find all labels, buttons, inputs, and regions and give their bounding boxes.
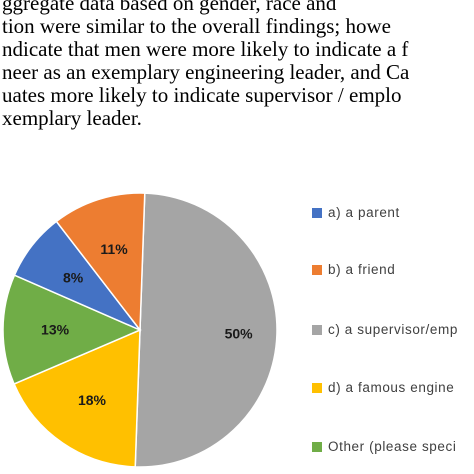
slice-label-parent: 8% xyxy=(63,270,84,286)
legend-label-friend: b) a friend xyxy=(328,262,396,277)
pie-slice-friend xyxy=(55,192,146,333)
text-line-6: xemplary leader. xyxy=(2,106,142,130)
chart-legend: a) a parent b) a friend c) a supervisor/… xyxy=(312,200,474,474)
body-text: ggregate data based on gender, race and … xyxy=(0,0,474,160)
text-line-3: ndicate that men were more likely to ind… xyxy=(2,37,409,61)
legend-item-famous-engineer: d) a famous engine xyxy=(312,380,454,395)
pie-slice-famous-engineer xyxy=(13,328,141,468)
legend-label-supervisor: c) a supervisor/emp xyxy=(328,322,458,337)
slice-label-friend: 11% xyxy=(100,241,128,257)
legend-swatch-parent xyxy=(312,207,322,218)
legend-item-parent: a) a parent xyxy=(312,205,400,220)
legend-item-other: Other (please speci xyxy=(312,439,456,454)
legend-item-friend: b) a friend xyxy=(312,262,395,277)
text-line-5: uates more likely to indicate supervisor… xyxy=(2,83,402,107)
legend-item-supervisor: c) a supervisor/emp xyxy=(312,322,458,337)
text-line-4: neer as an exemplary engineering leader,… xyxy=(2,60,410,84)
slice-label-famous-engineer: 18% xyxy=(78,392,107,408)
legend-label-famous-engineer: d) a famous engine xyxy=(328,380,455,395)
legend-label-parent: a) a parent xyxy=(328,205,400,220)
slice-label-supervisor: 50% xyxy=(225,325,254,341)
text-line-1: ggregate data based on gender, race and xyxy=(2,0,337,15)
pie-slice-supervisor xyxy=(134,192,278,468)
legend-swatch-other xyxy=(312,441,322,452)
text-line-2: tion were similar to the overall finding… xyxy=(2,14,391,38)
slice-label-other: 13% xyxy=(41,322,70,338)
legend-label-other: Other (please speci xyxy=(328,439,457,454)
legend-swatch-famous-engineer xyxy=(312,382,322,393)
pie-slice-other xyxy=(2,274,142,385)
legend-swatch-friend xyxy=(312,264,322,275)
legend-swatch-supervisor xyxy=(312,324,322,335)
